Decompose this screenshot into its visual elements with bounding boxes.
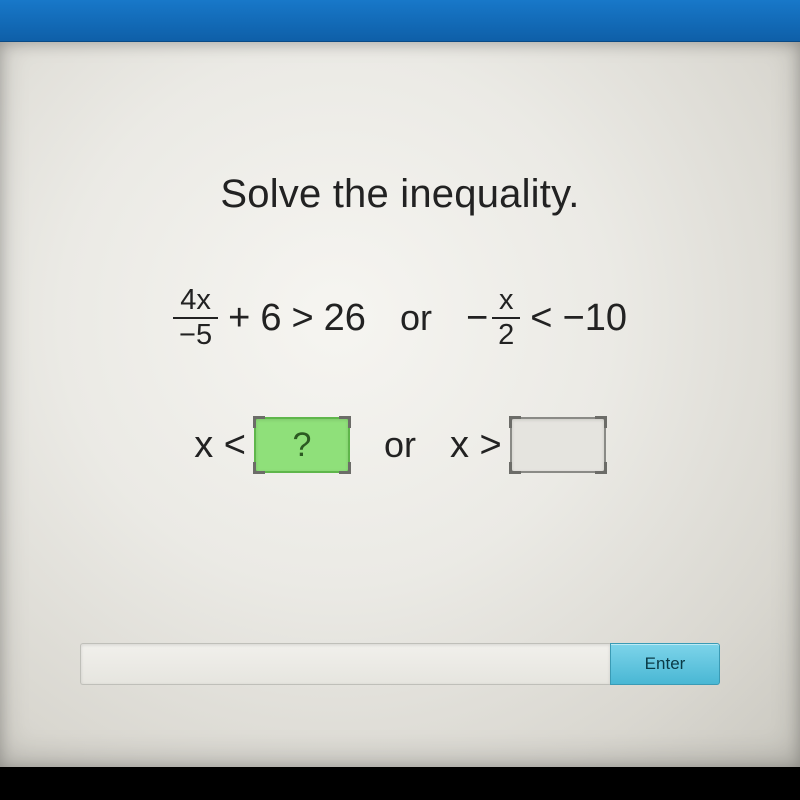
fraction-numerator: x — [493, 285, 520, 316]
bottom-black-bar — [0, 767, 800, 800]
leading-minus: − — [466, 297, 488, 340]
slot-corner — [253, 416, 265, 428]
answer-right: x > — [450, 417, 606, 473]
slot-corner — [595, 462, 607, 474]
inequality-expression: 4x −5 + 6 > 26 or − x 2 < −10 — [173, 285, 627, 351]
answer-right-prefix: x > — [450, 424, 502, 467]
slot-corner — [339, 462, 351, 474]
answer-submit-bar: Enter — [80, 643, 720, 685]
slot-corner — [595, 416, 607, 428]
addend-6: 6 — [260, 297, 281, 340]
question-container: Solve the inequality. 4x −5 + 6 > 26 or … — [0, 172, 800, 473]
rhs-26: 26 — [324, 297, 366, 340]
slot-corner — [509, 462, 521, 474]
less-than-sign: < — [530, 297, 552, 340]
answer-connector-or: or — [384, 424, 416, 466]
greater-than-sign: > — [291, 297, 313, 340]
answer-slot-left[interactable]: ? — [254, 417, 350, 473]
rhs-neg10: −10 — [563, 297, 627, 340]
slot-corner — [509, 416, 521, 428]
question-prompt: Solve the inequality. — [220, 172, 579, 217]
browser-top-bar — [0, 0, 800, 42]
fraction-4x-over-neg5: 4x −5 — [173, 285, 218, 351]
answer-input[interactable] — [80, 643, 610, 685]
fraction-numerator: 4x — [174, 285, 217, 316]
fraction-x-over-2: x 2 — [492, 285, 520, 351]
answer-slot-left-text: ? — [293, 426, 312, 465]
answer-left: x < ? — [194, 417, 350, 473]
fraction-denominator: 2 — [492, 320, 520, 351]
answer-template: x < ? or x > — [194, 417, 606, 473]
inequality-right: − x 2 < −10 — [466, 285, 627, 351]
plus-sign: + — [228, 297, 250, 340]
answer-slot-right[interactable] — [510, 417, 606, 473]
inequality-left: 4x −5 + 6 > 26 — [173, 285, 366, 351]
connector-or: or — [400, 297, 432, 339]
question-stage: Solve the inequality. 4x −5 + 6 > 26 or … — [0, 42, 800, 767]
fraction-denominator: −5 — [173, 320, 218, 351]
slot-corner — [253, 462, 265, 474]
answer-left-prefix: x < — [194, 424, 246, 467]
slot-corner — [339, 416, 351, 428]
enter-button[interactable]: Enter — [610, 643, 720, 685]
